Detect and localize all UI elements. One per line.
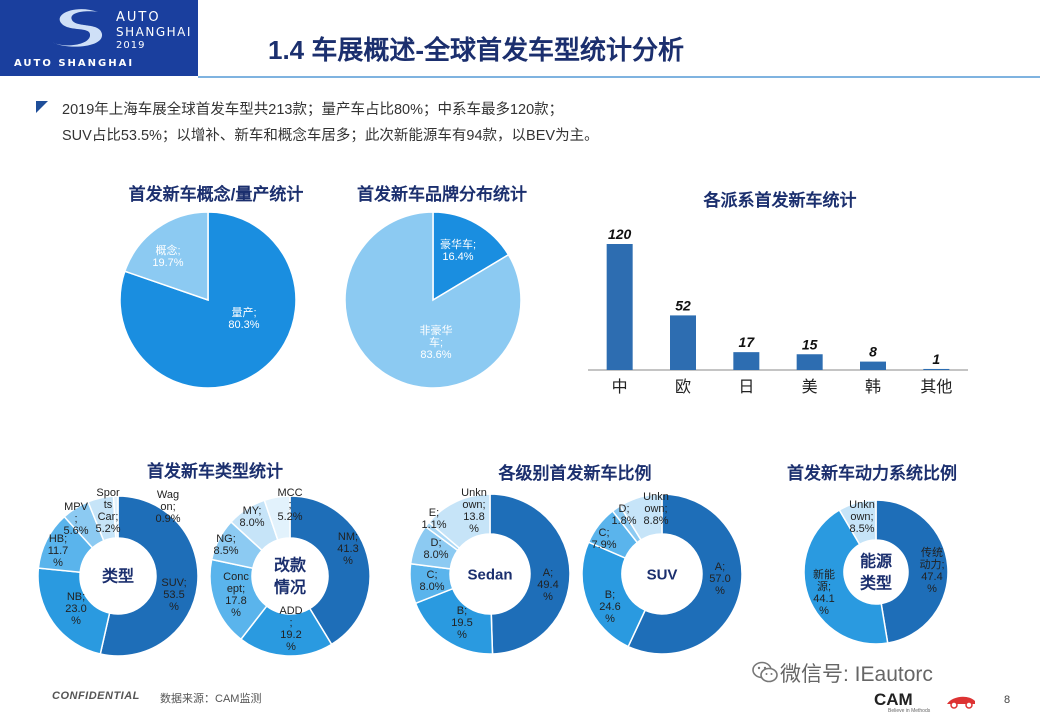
pie-label-vehicle-type-2: HB; 11.7% <box>48 533 69 569</box>
bar-category-label-3: 美 <box>802 377 818 396</box>
data-source-label: 数据来源：CAM监测 <box>160 693 262 705</box>
donut-hole-sedan-level <box>450 534 530 614</box>
logo-auto-text: AUTO <box>116 10 161 25</box>
page-title: 1.4 车展概述-全球首发车型统计分析 <box>268 35 685 65</box>
donut-center-label-sedan-level: Sedan <box>467 566 512 583</box>
bullet-triangle-icon <box>36 101 48 113</box>
partner-car-logo-icon <box>947 696 975 709</box>
pie-label-concept-vs-production-1: 概念; 19.7% <box>152 243 183 269</box>
pie-label-brand-distribution-0: 豪华车; 16.4% <box>440 237 476 263</box>
title-divider <box>198 76 1040 78</box>
donut-center-label-powertrain: 能源类型 <box>860 552 892 593</box>
pie-slice-concept-vs-production-1 <box>123 211 209 302</box>
pie-label-suv-level-4: Unkn own; 8.8% <box>643 491 669 527</box>
bar-chart-origin-bar: 120 中 52 欧 17 日 15 美 8 韩 1 其他 <box>588 226 968 396</box>
pie-label-sedan-level-2: C; 8.0% <box>419 569 444 593</box>
pie-label-suv-level-0: A; 57.0% <box>709 561 730 597</box>
chart-title-powertrain: 首发新车动力系统比例 <box>787 464 957 483</box>
pie-label-suv-level-2: C; 7.9% <box>591 527 616 551</box>
pie-chart-suv-level: A; 57.0 % B; 24.6 % C; 7.9%D; 1.8% Unkn own; 8.8% SU… <box>581 491 743 655</box>
pie-label-vehicle-type-1: NB; 23.0% <box>65 591 86 627</box>
bar-value-label-3: 15 <box>802 336 818 352</box>
donut-center-label-suv-level: SUV <box>647 566 678 583</box>
bar-category-label-1: 欧 <box>675 377 691 396</box>
pie-label-sedan-level-1: B; 19.5% <box>451 605 472 641</box>
pie-label-powertrain-1: 新能源; 44.1% <box>813 567 835 617</box>
pie-label-sedan-level-4: E; 1.1% <box>421 507 446 531</box>
swoosh-logo-icon <box>52 9 103 47</box>
pie-chart-concept-vs-production: 量产; 80.3% 概念; 19.7% <box>119 211 297 389</box>
bar-2 <box>733 352 760 370</box>
pie-slice-brand-distribution-1 <box>344 211 522 389</box>
bar-category-label-4: 韩 <box>865 377 881 396</box>
bar-category-label-5: 其他 <box>920 377 952 396</box>
bar-value-label-1: 52 <box>675 297 691 313</box>
logo-year-text: 2019 <box>116 40 146 51</box>
pie-label-vehicle-type-3: MPV; 5.6% <box>63 501 88 537</box>
chart-title-vehicle-type: 首发新车类型统计 <box>147 462 283 481</box>
pie-label-suv-level-3: D; 1.8% <box>611 503 636 527</box>
pie-chart-powertrain: 传统动力; 47.4 % 新能源; 44.1 % Unkn own; 8.5% 能源类型 <box>803 499 949 645</box>
bar-5 <box>923 368 950 370</box>
pie-label-modification-1: ADD; 19.2% <box>279 605 302 653</box>
donut-hole-powertrain <box>844 540 908 604</box>
donut-hole-modification <box>252 538 328 614</box>
pie-label-modification-4: MY; 8.0% <box>239 505 264 529</box>
bar-value-label-0: 120 <box>608 226 632 242</box>
donut-hole-vehicle-type <box>80 538 156 614</box>
donut-hole-suv-level <box>622 534 702 614</box>
bar-value-label-4: 8 <box>869 344 877 360</box>
bar-1 <box>670 315 696 370</box>
logo-shanghai-text: SHANGHAI <box>116 25 192 39</box>
cam-tagline: Believe in Methods <box>888 708 931 714</box>
pie-label-vehicle-type-0: SUV; 53.5% <box>161 577 186 613</box>
chart-title-concept-production: 首发新车概念/量产统计 <box>128 185 304 204</box>
wechat-watermark: 微信号: IEautorc <box>780 663 933 686</box>
pie-label-brand-distribution-1: 非豪华车; 83.6% <box>420 323 453 361</box>
auto-shanghai-logo: AUTO SHANGHAI 2019 AUTO SHANGHAI <box>0 0 198 76</box>
logo-bottom-text: AUTO SHANGHAI <box>14 58 135 69</box>
pie-chart-modification: NM; 41.3 % ADD; 19.2 % Conc ept; 17.8 % NG; 8.5%MY;… <box>209 487 371 657</box>
pie-slice-brand-distribution-0 <box>432 211 510 302</box>
pie-slice-powertrain-1 <box>803 508 889 645</box>
confidential-label: CONFIDENTIAL <box>52 690 140 702</box>
cam-logo: CAM <box>874 690 913 709</box>
chart-title-origin-bar: 各派系首发新车统计 <box>703 191 857 210</box>
bar-category-label-2: 日 <box>738 377 754 396</box>
pie-label-suv-level-1: B; 24.6% <box>599 589 620 625</box>
chart-title-level: 各级别首发新车比例 <box>498 464 652 483</box>
pie-slice-modification-0 <box>289 495 371 646</box>
chart-title-brand-distribution: 首发新车品牌分布统计 <box>357 185 527 204</box>
pie-slice-concept-vs-production-0 <box>119 211 297 389</box>
pie-chart-brand-distribution: 豪华车; 16.4% 非豪华车; 83.6% <box>344 211 522 389</box>
donut-center-label-modification: 改款情况 <box>274 556 307 597</box>
bar-value-label-5: 1 <box>932 351 940 367</box>
summary-line-2: SUV占比53.5%；以增补、新车和概念车居多；此次新能源车有94款，以BEV为… <box>62 128 599 144</box>
pie-label-powertrain-0: 传统动力; 47.4% <box>919 546 944 595</box>
summary-line-1: 2019年上海车展全球首发车型共213款；量产车占比80%；中系车最多120款； <box>62 102 564 118</box>
pie-label-modification-0: NM; 41.3% <box>337 531 358 567</box>
page-number: 8 <box>1004 694 1011 706</box>
bar-value-label-2: 17 <box>739 334 756 350</box>
pie-label-powertrain-2: Unkn own; 8.5% <box>849 499 875 535</box>
bar-4 <box>860 361 886 370</box>
pie-label-vehicle-type-4: Spor ts Car; 5.2% <box>95 487 120 535</box>
bar-3 <box>796 354 823 370</box>
bar-category-label-0: 中 <box>612 377 628 396</box>
pie-label-concept-vs-production-0: 量产; 80.3% <box>228 305 259 331</box>
pie-label-sedan-level-3: D; 8.0% <box>423 537 448 561</box>
pie-chart-vehicle-type: SUV; 53.5 % NB; 23.0 % HB; 11.7 %MPV; 5.6% Spor ts C… <box>37 487 199 657</box>
pie-label-sedan-level-5: Unkn own; 13.8% <box>461 487 487 535</box>
donut-center-label-vehicle-type: 类型 <box>102 567 134 586</box>
pie-label-vehicle-type-5: Wag on; 0.9% <box>155 489 180 525</box>
pie-chart-sedan-level: A; 49.4 % B; 19.5 % C; 8.0% D; 8.0% E; 1.1% Unkn own;… <box>409 487 571 655</box>
pie-label-sedan-level-0: A; 49.4% <box>537 567 558 603</box>
bar-0 <box>606 244 633 370</box>
pie-label-modification-5: MCC; 5.2% <box>277 487 302 523</box>
wechat-icon <box>752 661 778 683</box>
pie-label-modification-2: Conc ept; 17.8% <box>223 571 249 619</box>
pie-label-modification-3: NG; 8.5% <box>213 533 238 557</box>
